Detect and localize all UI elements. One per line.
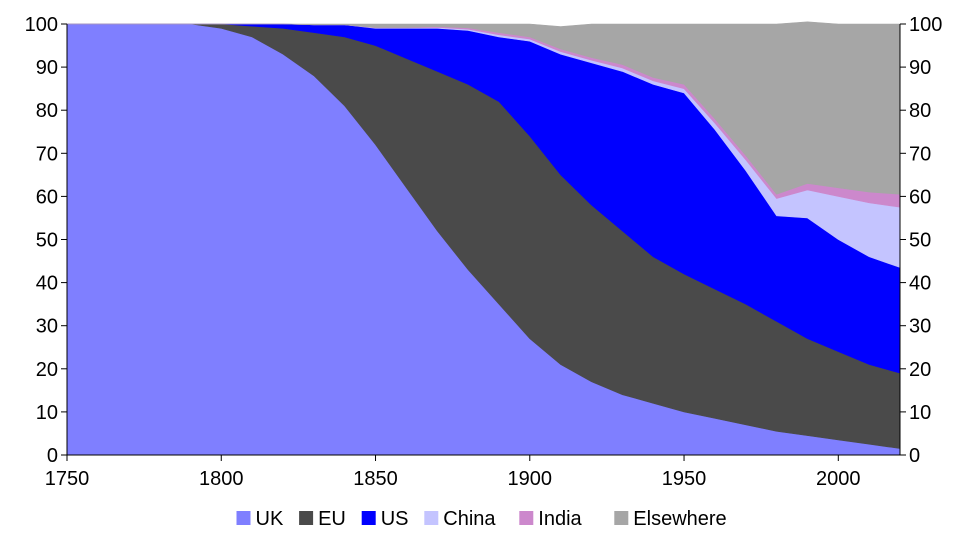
- legend-label-uk: UK: [256, 508, 284, 530]
- right-y-tick-label: 30: [909, 316, 931, 338]
- x-tick-label: 1950: [662, 468, 707, 490]
- legend-item-china: China: [424, 508, 496, 530]
- legend-label-elsewhere: Elsewhere: [633, 508, 726, 530]
- legend-label-us: US: [381, 508, 409, 530]
- left-y-axis: 0 10 20 30 40 50 60 70 80 90 100: [25, 14, 67, 467]
- left-y-tick-label: 90: [36, 57, 58, 79]
- legend-swatch-uk: [236, 511, 251, 525]
- right-y-tick-label: 80: [909, 100, 931, 122]
- left-y-tick-label: 30: [36, 316, 58, 338]
- left-y-tick-label: 70: [36, 143, 58, 165]
- legend-item-india: India: [519, 508, 583, 530]
- right-y-tick-label: 20: [909, 359, 931, 381]
- legend-item-eu: EU: [299, 508, 346, 530]
- legend-swatch-china: [424, 511, 439, 525]
- legend-swatch-india: [519, 511, 534, 525]
- left-y-tick-label: 0: [47, 445, 58, 467]
- legend-swatch-eu: [299, 511, 314, 525]
- left-y-tick-label: 40: [36, 273, 58, 295]
- right-y-tick-label: 70: [909, 143, 931, 165]
- x-tick-label: 1800: [199, 468, 244, 490]
- legend-item-uk: UK: [236, 508, 284, 530]
- right-y-tick-label: 10: [909, 402, 931, 424]
- legend-swatch-elsewhere: [614, 511, 629, 525]
- left-y-tick-label: 100: [25, 14, 58, 36]
- legend-swatch-us: [361, 511, 376, 525]
- legend: UK EU US China India Elsewhere: [236, 508, 727, 530]
- legend-label-india: India: [538, 508, 582, 530]
- x-tick-label: 1750: [45, 468, 90, 490]
- right-y-tick-label: 0: [909, 445, 920, 467]
- right-y-tick-label: 50: [909, 230, 931, 252]
- x-tick-label: 1900: [508, 468, 553, 490]
- x-tick-label: 2000: [816, 468, 861, 490]
- legend-label-eu: EU: [318, 508, 346, 530]
- left-y-tick-label: 60: [36, 186, 58, 208]
- right-y-tick-label: 60: [909, 186, 931, 208]
- left-y-tick-label: 80: [36, 100, 58, 122]
- legend-item-us: US: [361, 508, 409, 530]
- left-y-tick-label: 20: [36, 359, 58, 381]
- right-y-tick-label: 90: [909, 57, 931, 79]
- right-y-axis: 0 10 20 30 40 50 60 70 80 90 100: [900, 14, 942, 467]
- left-y-tick-label: 50: [36, 230, 58, 252]
- area-layer: [66, 21, 901, 456]
- x-tick-label: 1850: [353, 468, 398, 490]
- right-y-tick-label: 100: [909, 14, 942, 36]
- right-y-tick-label: 40: [909, 273, 931, 295]
- legend-item-elsewhere: Elsewhere: [614, 508, 727, 530]
- x-axis: 1750 1800 1850 1900 1950 2000: [45, 455, 861, 490]
- left-y-tick-label: 10: [36, 402, 58, 424]
- legend-label-china: China: [443, 508, 496, 530]
